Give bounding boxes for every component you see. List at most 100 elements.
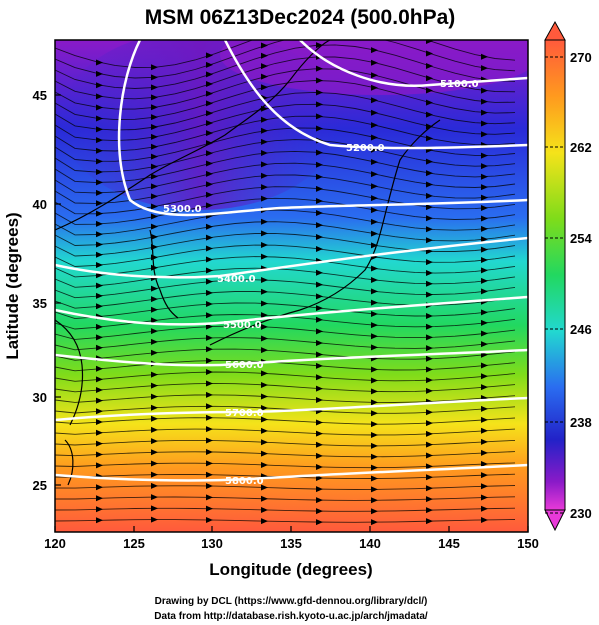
wind-arrowhead (151, 94, 158, 101)
wind-arrowhead (481, 505, 488, 512)
wind-arrowhead (316, 362, 323, 369)
wind-arrowhead (206, 437, 213, 444)
streamline (55, 221, 516, 246)
wind-arrowhead (426, 334, 433, 341)
wind-arrowhead (96, 82, 103, 89)
streamline (55, 337, 516, 351)
wind-arrowhead (206, 426, 213, 433)
wind-arrowhead (481, 330, 488, 337)
streamline (55, 325, 516, 340)
height-contours (55, 40, 528, 482)
wind-arrowhead (426, 452, 433, 459)
wind-arrowhead (96, 429, 103, 436)
wind-arrowhead (316, 31, 323, 37)
streamline (55, 267, 516, 288)
wind-arrowhead (316, 89, 323, 96)
streamline (55, 197, 516, 225)
x-tick-label: 125 (123, 536, 145, 551)
wind-arrowhead (316, 42, 323, 49)
wind-arrowhead (261, 218, 268, 225)
streamline (55, 519, 516, 523)
colorbar-label: 254 (570, 231, 592, 246)
wind-arrowhead (426, 204, 433, 211)
contour-label-5800: 5800.0 (225, 476, 264, 487)
wind-arrowhead (426, 259, 433, 266)
wind-arrowhead (96, 251, 103, 258)
streamline (55, 256, 516, 278)
wind-arrowhead (316, 197, 323, 204)
wind-arrowhead (426, 40, 433, 44)
y-tick-label: 35 (33, 296, 47, 311)
wind-arrowhead (426, 87, 433, 94)
wind-arrowhead (206, 391, 213, 398)
wind-arrowhead (151, 223, 158, 230)
y-axis-label: Latitude (degrees) (3, 212, 22, 359)
wind-arrowhead (206, 245, 213, 252)
wind-arrowhead (96, 220, 103, 227)
x-tick-label: 120 (44, 536, 66, 551)
wind-arrowhead (481, 494, 488, 501)
wind-arrowhead (151, 338, 158, 345)
wind-arrowhead (96, 137, 103, 144)
wind-arrowhead (261, 312, 268, 319)
wind-arrowhead (481, 163, 488, 170)
wind-arrowhead (96, 419, 103, 426)
wind-arrowhead (481, 288, 488, 295)
wind-arrowhead (96, 376, 103, 383)
wind-arrowhead (96, 231, 103, 238)
wind-arrowhead (96, 484, 103, 491)
wind-arrowhead (481, 225, 488, 232)
wind-arrowhead (371, 288, 378, 295)
wind-arrowhead (206, 380, 213, 387)
wind-arrowhead (151, 143, 158, 150)
colorbar-label: 230 (570, 506, 592, 521)
x-axis: 120 125 130 135 140 145 150 Longitude (d… (44, 526, 539, 579)
wind-arrowhead (151, 494, 158, 501)
wind-arrowhead (371, 230, 378, 237)
wind-arrowhead (151, 317, 158, 324)
wind-arrowhead (96, 365, 103, 372)
contour-line-5100 (299, 40, 528, 87)
streamline (55, 302, 516, 320)
wind-arrowhead (371, 183, 378, 190)
wind-arrowhead (426, 269, 433, 276)
wind-arrowhead (151, 213, 158, 220)
wind-arrowhead (481, 131, 488, 138)
wind-arrowhead (316, 210, 323, 217)
wind-arrowhead (261, 404, 268, 411)
wind-arrowhead (96, 241, 103, 248)
wind-arrowhead (316, 125, 323, 132)
colorbar-label: 270 (570, 50, 592, 65)
contour-line-5700 (55, 396, 528, 422)
wind-arrowhead (206, 289, 213, 296)
wind-arrowhead (481, 87, 488, 94)
streamline (55, 291, 516, 309)
wind-arrowhead (261, 416, 268, 423)
wind-arrowhead (316, 173, 323, 180)
wind-arrowhead (426, 387, 433, 394)
wind-arrowhead (206, 334, 213, 341)
y-tick-label: 40 (33, 197, 47, 212)
colorbar-top-arrow (544, 20, 566, 41)
wind-arrowhead (96, 158, 103, 165)
wind-arrowhead (316, 475, 323, 482)
wind-arrowhead (96, 179, 103, 186)
wind-arrowhead (481, 384, 488, 391)
wind-arrowhead (371, 109, 378, 116)
colorbar: 270 262 254 246 238 230 (544, 20, 592, 532)
wind-arrowhead (371, 171, 378, 178)
wind-arrowhead (206, 191, 213, 198)
wind-arrowhead (316, 246, 323, 253)
wind-arrowhead (316, 486, 323, 493)
wind-arrowhead (371, 265, 378, 272)
wind-arrowhead (316, 293, 323, 300)
wind-arrowhead (96, 292, 103, 299)
wind-arrowhead (481, 184, 488, 191)
wind-arrowhead (316, 305, 323, 312)
wind-arrowhead (426, 50, 433, 57)
wind-arrowhead (206, 160, 213, 167)
wind-arrowhead (261, 52, 268, 59)
wind-arrowhead (96, 93, 103, 100)
wind-arrowhead (481, 277, 488, 284)
wind-arrowhead (371, 47, 378, 54)
